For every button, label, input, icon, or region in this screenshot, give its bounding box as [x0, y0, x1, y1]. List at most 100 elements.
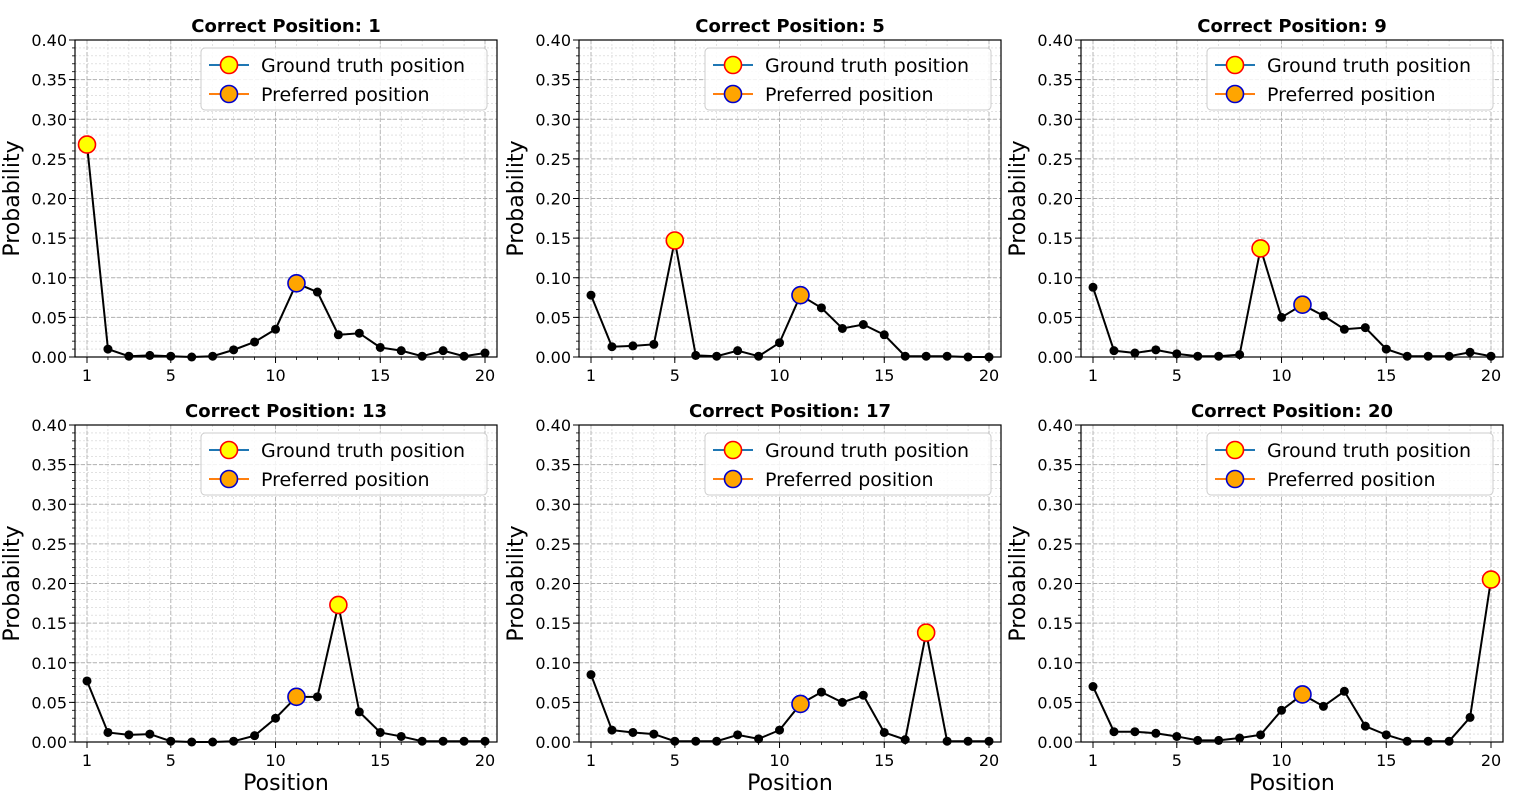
- data-point: [1444, 736, 1454, 746]
- legend-ground-truth-marker: [219, 440, 239, 460]
- x-tick-label: 5: [166, 366, 176, 385]
- ground-truth-marker: [1251, 239, 1270, 258]
- y-tick-label: 0.35: [31, 71, 67, 90]
- data-point: [396, 731, 406, 741]
- data-point: [1214, 735, 1224, 745]
- y-tick-label: 0.00: [1037, 733, 1073, 752]
- data-point: [438, 346, 448, 356]
- x-tick-label: 10: [769, 366, 789, 385]
- axes-frame: [74, 424, 498, 743]
- preferred-position-marker: [791, 694, 810, 714]
- data-point: [1172, 349, 1182, 359]
- preferred-position-marker: [1293, 295, 1312, 314]
- ground-truth-marker: [665, 231, 685, 250]
- data-point: [754, 351, 764, 361]
- data-point: [145, 729, 155, 739]
- y-tick-label: 0.30: [1037, 110, 1073, 129]
- x-tick-label: 15: [370, 366, 390, 385]
- y-tick-label: 0.15: [31, 229, 67, 248]
- data-point: [333, 330, 343, 340]
- y-tick-label: 0.10: [535, 654, 571, 673]
- legend-ground-truth-label: Ground truth position: [1267, 55, 1471, 77]
- y-tick-label: 0.20: [1037, 190, 1073, 209]
- data-point: [942, 736, 952, 746]
- y-tick-label: 0.25: [535, 535, 571, 554]
- data-point: [1277, 705, 1287, 715]
- y-tick-label: 0.25: [1037, 535, 1073, 554]
- legend-box: [1206, 432, 1494, 496]
- data-point: [1360, 323, 1370, 333]
- data-point: [837, 697, 847, 707]
- y-tick-label: 0.40: [31, 416, 67, 435]
- x-tick-label: 20: [475, 751, 495, 770]
- y-tick-label: 0.05: [1037, 693, 1073, 712]
- x-tick-label: 1: [586, 751, 596, 770]
- data-point: [1193, 351, 1203, 361]
- data-point: [900, 351, 910, 361]
- data-point: [733, 346, 743, 356]
- y-axis-label: Probability: [0, 525, 25, 641]
- data-point: [1318, 701, 1328, 711]
- legend-preferred-label: Preferred position: [765, 469, 934, 491]
- data-point: [480, 348, 490, 358]
- data-point: [900, 735, 910, 745]
- y-tick-label: 0.00: [535, 733, 571, 752]
- legend-preferred-label: Preferred position: [765, 84, 934, 106]
- y-tick-label: 0.20: [535, 190, 571, 209]
- x-tick-label: 10: [769, 751, 789, 770]
- data-point: [1151, 728, 1161, 738]
- legend-preferred-label: Preferred position: [261, 84, 430, 106]
- data-point: [459, 736, 469, 746]
- y-tick-label: 0.15: [1037, 229, 1073, 248]
- data-point: [670, 736, 680, 746]
- data-point: [1130, 348, 1140, 358]
- data-point: [354, 707, 364, 717]
- data-point: [712, 351, 722, 361]
- y-tick-label: 0.10: [31, 654, 67, 673]
- y-tick-label: 0.40: [31, 31, 67, 50]
- x-tick-label: 1: [82, 751, 92, 770]
- ground-truth-marker: [916, 623, 936, 642]
- x-tick-label: 15: [874, 751, 894, 770]
- data-point: [229, 345, 239, 355]
- y-tick-label: 0.25: [31, 150, 67, 169]
- ground-truth-marker: [77, 135, 97, 154]
- subplot-title: Correct Position: 20: [1191, 401, 1393, 422]
- data-point: [921, 351, 931, 361]
- y-tick-label: 0.30: [535, 495, 571, 514]
- y-tick-label: 0.05: [31, 693, 67, 712]
- x-tick-label: 20: [979, 366, 999, 385]
- y-tick-label: 0.40: [535, 31, 571, 50]
- y-tick-label: 0.00: [1037, 348, 1073, 367]
- data-point: [1109, 727, 1119, 737]
- x-tick-label: 20: [475, 366, 495, 385]
- subplot-title: Correct Position: 9: [1197, 16, 1386, 37]
- preferred-position-marker: [287, 273, 306, 293]
- data-point: [628, 341, 638, 351]
- preferred-position-marker: [1293, 685, 1312, 704]
- x-tick-label: 20: [1481, 366, 1501, 385]
- x-tick-label: 5: [1172, 751, 1182, 770]
- legend-preferred-marker: [1225, 469, 1245, 489]
- data-point: [103, 727, 113, 737]
- x-tick-label: 5: [166, 751, 176, 770]
- data-point: [1402, 351, 1412, 361]
- legend: Ground truth position Preferred position: [1206, 47, 1494, 111]
- y-tick-label: 0.10: [31, 269, 67, 288]
- legend-ground-truth-label: Ground truth position: [765, 440, 969, 462]
- legend: Ground truth position Preferred position: [200, 47, 488, 111]
- legend-preferred-marker: [1225, 84, 1245, 104]
- y-tick-label: 0.10: [535, 269, 571, 288]
- legend-box: [200, 47, 488, 111]
- data-point: [250, 337, 260, 347]
- y-tick-label: 0.00: [31, 348, 67, 367]
- y-tick-label: 0.20: [1037, 575, 1073, 594]
- data-point: [82, 676, 92, 686]
- data-point: [984, 736, 994, 746]
- data-point: [1402, 736, 1412, 746]
- data-point: [879, 330, 889, 340]
- legend-preferred-marker: [219, 469, 239, 489]
- legend-box: [704, 47, 992, 111]
- data-point: [1235, 350, 1245, 360]
- data-point: [649, 339, 659, 349]
